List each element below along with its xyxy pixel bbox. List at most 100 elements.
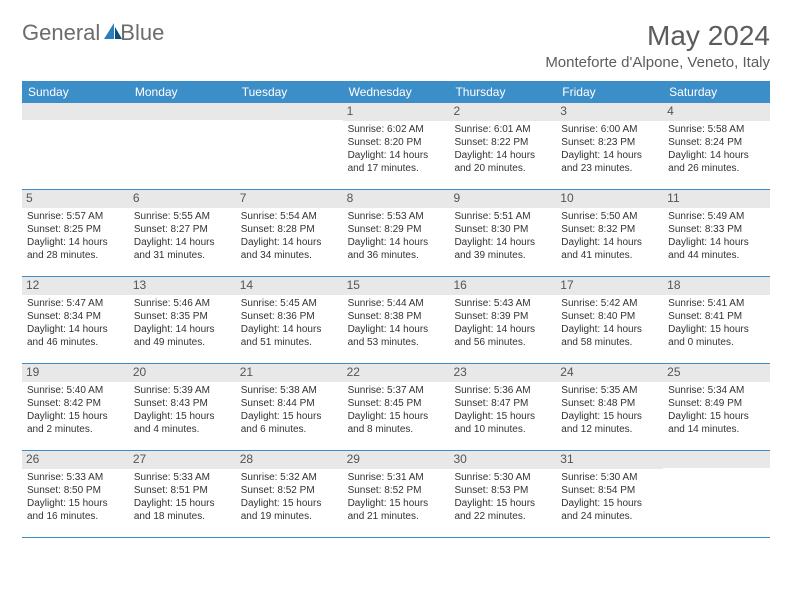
daylight-line: Daylight: 15 hours and 12 minutes. xyxy=(561,410,658,436)
sunrise-line: Sunrise: 5:43 AM xyxy=(454,297,551,310)
dayhead-sunday: Sunday xyxy=(22,81,129,103)
daylight-line: Daylight: 14 hours and 46 minutes. xyxy=(27,323,124,349)
sunrise-line: Sunrise: 5:37 AM xyxy=(348,384,445,397)
sunrise-line: Sunrise: 5:51 AM xyxy=(454,210,551,223)
sunrise-line: Sunrise: 5:47 AM xyxy=(27,297,124,310)
daylight-line: Daylight: 14 hours and 56 minutes. xyxy=(454,323,551,349)
day-cell: 12 Sunrise: 5:47 AMSunset: 8:34 PMDayligh… xyxy=(22,277,129,363)
daylight-line: Daylight: 15 hours and 14 minutes. xyxy=(668,410,765,436)
daylight-line: Daylight: 14 hours and 58 minutes. xyxy=(561,323,658,349)
day-cell: 18Sunrise: 5:41 AMSunset: 8:41 PMDayligh… xyxy=(663,277,770,363)
sunset-line: Sunset: 8:52 PM xyxy=(241,484,338,497)
sunrise-line: Sunrise: 5:44 AM xyxy=(348,297,445,310)
day-number: 12 xyxy=(22,277,129,295)
daylight-line: Daylight: 14 hours and 51 minutes. xyxy=(241,323,338,349)
header: General Blue May 2024 Monteforte d'Alpon… xyxy=(0,0,792,75)
sunrise-line: Sunrise: 5:33 AM xyxy=(134,471,231,484)
week-row: 26Sunrise: 5:33 AMSunset: 8:50 PMDayligh… xyxy=(22,451,770,538)
location: Monteforte d'Alpone, Veneto, Italy xyxy=(545,54,770,71)
sunset-line: Sunset: 8:36 PM xyxy=(241,310,338,323)
sunrise-line: Sunrise: 6:00 AM xyxy=(561,123,658,136)
day-number: 4 xyxy=(663,103,770,121)
empty-day-header xyxy=(236,103,343,120)
day-cell: 2Sunrise: 6:01 AMSunset: 8:22 PMDaylight… xyxy=(449,103,556,189)
day-number: 31 xyxy=(556,451,663,469)
daylight-line: Daylight: 14 hours and 17 minutes. xyxy=(348,149,445,175)
day-number: 11 xyxy=(663,190,770,208)
sunrise-line: Sunrise: 5:54 AM xyxy=(241,210,338,223)
daylight-line: Daylight: 14 hours and 23 minutes. xyxy=(561,149,658,175)
sunset-line: Sunset: 8:47 PM xyxy=(454,397,551,410)
sunset-line: Sunset: 8:24 PM xyxy=(668,136,765,149)
day-number: 18 xyxy=(663,277,770,295)
day-cell: 14Sunrise: 5:45 AMSunset: 8:36 PMDayligh… xyxy=(236,277,343,363)
dayhead-friday: Friday xyxy=(556,81,663,103)
day-number: 27 xyxy=(129,451,236,469)
day-number: 9 xyxy=(449,190,556,208)
sunset-line: Sunset: 8:54 PM xyxy=(561,484,658,497)
sunrise-line: Sunrise: 5:39 AM xyxy=(134,384,231,397)
daylight-line: Daylight: 15 hours and 8 minutes. xyxy=(348,410,445,436)
sunset-line: Sunset: 8:51 PM xyxy=(134,484,231,497)
sunset-line: Sunset: 8:44 PM xyxy=(241,397,338,410)
sunrise-line: Sunrise: 5:34 AM xyxy=(668,384,765,397)
day-cell: 8Sunrise: 5:53 AMSunset: 8:29 PMDaylight… xyxy=(343,190,450,276)
dayhead-wednesday: Wednesday xyxy=(343,81,450,103)
day-cell: 21Sunrise: 5:38 AMSunset: 8:44 PMDayligh… xyxy=(236,364,343,450)
day-number: 28 xyxy=(236,451,343,469)
sunrise-line: Sunrise: 5:41 AM xyxy=(668,297,765,310)
day-number: 20 xyxy=(129,364,236,382)
calendar: Sunday Monday Tuesday Wednesday Thursday… xyxy=(22,81,770,538)
daylight-line: Daylight: 14 hours and 41 minutes. xyxy=(561,236,658,262)
day-cell: 23 Sunrise: 5:36 AMSunset: 8:47 PMDayligh… xyxy=(449,364,556,450)
sunset-line: Sunset: 8:42 PM xyxy=(27,397,124,410)
day-cell: 20Sunrise: 5:39 AMSunset: 8:43 PMDayligh… xyxy=(129,364,236,450)
day-number: 21 xyxy=(236,364,343,382)
sunset-line: Sunset: 8:48 PM xyxy=(561,397,658,410)
sunrise-line: Sunrise: 5:57 AM xyxy=(27,210,124,223)
sunrise-line: Sunrise: 5:36 AM xyxy=(454,384,551,397)
day-number: 16 xyxy=(449,277,556,295)
daylight-line: Daylight: 15 hours and 10 minutes. xyxy=(454,410,551,436)
day-cell: 1Sunrise: 6:02 AMSunset: 8:20 PMDaylight… xyxy=(343,103,450,189)
day-cell: 22Sunrise: 5:37 AMSunset: 8:45 PMDayligh… xyxy=(343,364,450,450)
sunrise-line: Sunrise: 5:53 AM xyxy=(348,210,445,223)
week-row: 5Sunrise: 5:57 AMSunset: 8:25 PMDaylight… xyxy=(22,190,770,277)
day-number: 1 xyxy=(343,103,450,121)
day-number: 23 xyxy=(449,364,556,382)
daylight-line: Daylight: 14 hours and 49 minutes. xyxy=(134,323,231,349)
daylight-line: Daylight: 14 hours and 34 minutes. xyxy=(241,236,338,262)
day-number: 25 xyxy=(663,364,770,382)
day-cell: 30Sunrise: 5:30 AMSunset: 8:53 PMDayligh… xyxy=(449,451,556,537)
sunrise-line: Sunrise: 5:49 AM xyxy=(668,210,765,223)
sunset-line: Sunset: 8:29 PM xyxy=(348,223,445,236)
day-cell xyxy=(663,451,770,537)
daylight-line: Daylight: 15 hours and 4 minutes. xyxy=(134,410,231,436)
sunset-line: Sunset: 8:32 PM xyxy=(561,223,658,236)
day-cell: 16 Sunrise: 5:43 AMSunset: 8:39 PMDayligh… xyxy=(449,277,556,363)
day-cell: 25Sunrise: 5:34 AMSunset: 8:49 PMDayligh… xyxy=(663,364,770,450)
sunset-line: Sunset: 8:34 PM xyxy=(27,310,124,323)
sunset-line: Sunset: 8:39 PM xyxy=(454,310,551,323)
day-cell: 27 Sunrise: 5:33 AMSunset: 8:51 PMDayligh… xyxy=(129,451,236,537)
day-number: 19 xyxy=(22,364,129,382)
sunset-line: Sunset: 8:20 PM xyxy=(348,136,445,149)
day-cell: 29Sunrise: 5:31 AMSunset: 8:52 PMDayligh… xyxy=(343,451,450,537)
sunset-line: Sunset: 8:41 PM xyxy=(668,310,765,323)
sunset-line: Sunset: 8:30 PM xyxy=(454,223,551,236)
daylight-line: Daylight: 15 hours and 18 minutes. xyxy=(134,497,231,523)
day-cell: 6Sunrise: 5:55 AMSunset: 8:27 PMDaylight… xyxy=(129,190,236,276)
day-cell xyxy=(236,103,343,189)
logo-text-blue: Blue xyxy=(120,20,164,46)
daylight-line: Daylight: 15 hours and 21 minutes. xyxy=(348,497,445,523)
day-cell: 10Sunrise: 5:50 AMSunset: 8:32 PMDayligh… xyxy=(556,190,663,276)
daylight-line: Daylight: 14 hours and 44 minutes. xyxy=(668,236,765,262)
day-number: 3 xyxy=(556,103,663,121)
day-cell: 13Sunrise: 5:46 AMSunset: 8:35 PMDayligh… xyxy=(129,277,236,363)
logo-text-general: General xyxy=(22,20,100,46)
sunset-line: Sunset: 8:23 PM xyxy=(561,136,658,149)
day-cell: 5Sunrise: 5:57 AMSunset: 8:25 PMDaylight… xyxy=(22,190,129,276)
day-number: 22 xyxy=(343,364,450,382)
daylight-line: Daylight: 14 hours and 20 minutes. xyxy=(454,149,551,175)
sunrise-line: Sunrise: 5:50 AM xyxy=(561,210,658,223)
